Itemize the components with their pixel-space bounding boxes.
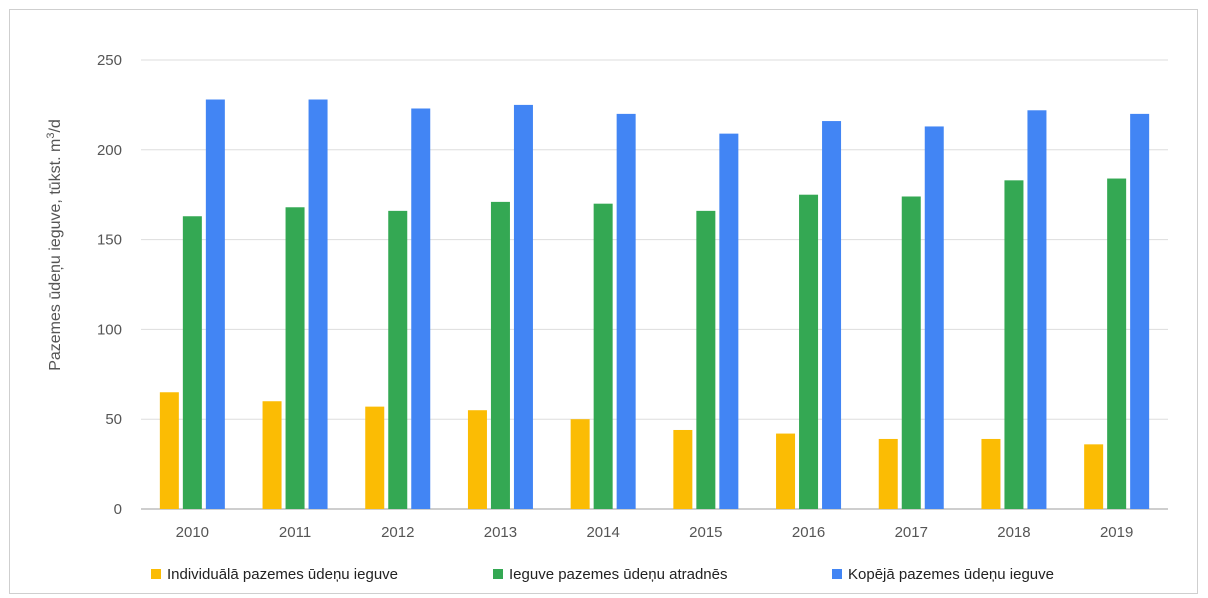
bar-2011-series-1 xyxy=(262,401,282,509)
bar-2019-series-3 xyxy=(1130,113,1150,509)
bar-2018-series-3 xyxy=(1027,110,1047,510)
bar-2019-series-1 xyxy=(1084,444,1104,509)
bar-2014-series-2 xyxy=(593,203,613,509)
x-tick-label: 2018 xyxy=(997,524,1030,541)
legend-label: Ieguve pazemes ūdeņu atradnēs xyxy=(509,566,728,583)
bar-2014-series-3 xyxy=(616,113,636,509)
bar-2011-series-2 xyxy=(285,207,305,509)
y-tick-label: 250 xyxy=(97,52,122,69)
y-tick-label: 200 xyxy=(97,142,122,159)
bar-2012-series-3 xyxy=(411,108,431,509)
bar-2011-series-3 xyxy=(308,99,328,510)
bar-2015-series-1 xyxy=(673,429,693,509)
bar-2016-series-2 xyxy=(799,194,819,509)
bar-2017-series-3 xyxy=(924,126,944,510)
bar-2010-series-3 xyxy=(205,99,225,510)
y-tick-label: 0 xyxy=(114,501,122,518)
bar-2010-series-2 xyxy=(182,216,202,509)
x-tick-label: 2019 xyxy=(1100,524,1133,541)
bar-2013-series-1 xyxy=(467,410,487,509)
x-tick-label: 2011 xyxy=(279,524,311,541)
x-tick-label: 2010 xyxy=(176,524,209,541)
x-tick-label: 2013 xyxy=(484,524,517,541)
chart-frame: 0 50 100 150 200 250 2010 2011 2012 2013 2014 2015… xyxy=(9,9,1198,594)
bar-2013-series-2 xyxy=(490,201,510,509)
x-tick-label: 2012 xyxy=(381,524,414,541)
y-tick-label: 150 xyxy=(97,232,122,249)
legend-label: Kopējā pazemes ūdeņu ieguve xyxy=(848,566,1054,583)
bar-chart: 0 50 100 150 200 250 2010 2011 2012 2013 2014 2015… xyxy=(45,52,1168,583)
legend-swatch xyxy=(493,569,503,579)
bars xyxy=(159,99,1150,510)
bar-2013-series-3 xyxy=(513,104,533,510)
x-tick-label: 2016 xyxy=(792,524,825,541)
x-tick-label: 2015 xyxy=(689,524,722,541)
legend-label: Individuālā pazemes ūdeņu ieguve xyxy=(167,566,398,583)
legend-swatch xyxy=(832,569,842,579)
bar-2017-series-1 xyxy=(878,438,898,509)
x-tick-label: 2014 xyxy=(586,524,619,541)
legend-swatch xyxy=(151,569,161,579)
bar-2016-series-3 xyxy=(822,121,842,510)
bar-2015-series-2 xyxy=(696,210,716,509)
y-axis-label: Pazemes ūdeņu ieguve, tūkst. m3/d xyxy=(45,119,64,371)
bar-2018-series-2 xyxy=(1004,180,1024,509)
bar-2015-series-3 xyxy=(719,133,739,510)
legend: Individuālā pazemes ūdeņu ieguve Ieguve p… xyxy=(151,566,1054,583)
bar-2017-series-2 xyxy=(901,196,921,509)
bar-2012-series-1 xyxy=(365,406,385,509)
y-tick-label: 100 xyxy=(97,321,122,338)
bar-2010-series-1 xyxy=(159,392,179,509)
x-tick-label: 2017 xyxy=(895,524,928,541)
bar-2014-series-1 xyxy=(570,419,590,509)
y-axis-ticks: 0 50 100 150 200 250 xyxy=(97,52,122,518)
bar-2016-series-1 xyxy=(776,433,796,509)
bar-2018-series-1 xyxy=(981,438,1001,509)
x-axis-ticks: 2010 2011 2012 2013 2014 2015 2016 2017 2018 2019 xyxy=(176,524,1134,541)
y-tick-label: 50 xyxy=(105,411,122,428)
bar-2012-series-2 xyxy=(388,210,408,509)
bar-2019-series-2 xyxy=(1107,178,1127,509)
